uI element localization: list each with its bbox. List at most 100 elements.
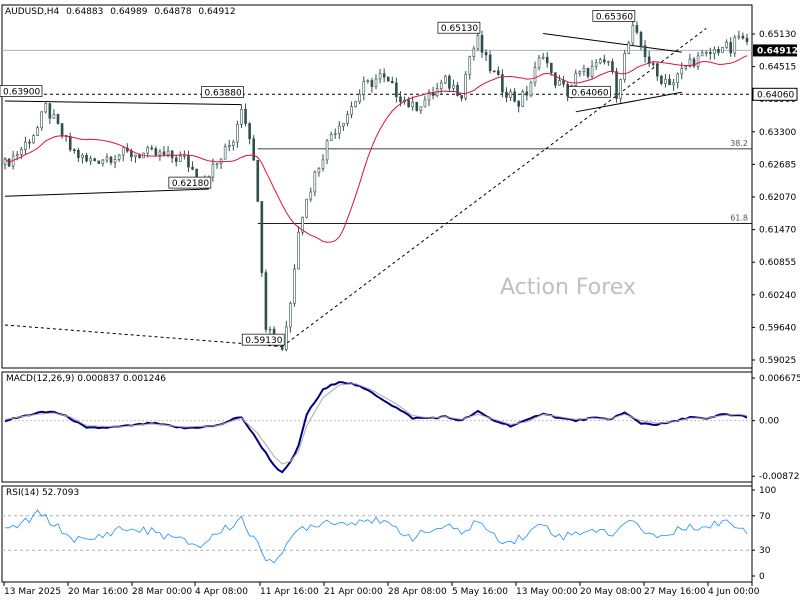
rsi-line xyxy=(4,509,748,564)
candle xyxy=(517,100,520,113)
candle-body xyxy=(317,168,321,173)
candle-body xyxy=(598,59,602,64)
current-price-value: 0.64912 xyxy=(757,46,798,56)
candle xyxy=(521,89,525,107)
x-tick-label: 4 Jun 00:00 xyxy=(708,587,760,597)
price-annotation-label: 0.62180 xyxy=(172,179,209,189)
x-tick-label: 20 May 08:00 xyxy=(580,587,642,597)
candle-body xyxy=(525,91,529,96)
candle xyxy=(305,198,308,219)
candle xyxy=(733,34,737,57)
candle-body xyxy=(647,56,651,64)
candle-body xyxy=(545,56,549,64)
candle xyxy=(497,66,500,76)
macd-title: MACD(12,26,9) 0.000837 0.001246 xyxy=(6,374,166,384)
candle-body xyxy=(374,78,378,87)
candle xyxy=(329,131,333,142)
candle xyxy=(370,77,374,93)
candle xyxy=(550,62,553,76)
candle xyxy=(472,46,476,61)
candle-body xyxy=(183,155,186,157)
candle-body xyxy=(36,127,39,136)
candle xyxy=(460,95,463,102)
trend-line xyxy=(281,27,707,348)
candle xyxy=(529,80,533,98)
candle-body xyxy=(651,63,655,65)
candle-body xyxy=(627,42,631,54)
price-annotation-label: 0.64060 xyxy=(571,88,608,98)
candle-body xyxy=(574,72,578,86)
candle-body xyxy=(158,151,162,156)
candle xyxy=(158,149,162,161)
candle-body xyxy=(52,113,56,119)
candle xyxy=(419,106,423,115)
candle xyxy=(554,72,557,89)
current-price-badge: 0.64912 xyxy=(753,44,798,57)
candle xyxy=(366,79,370,84)
candle xyxy=(721,46,724,53)
candle-body xyxy=(672,82,675,86)
candle-body xyxy=(264,272,268,330)
candle xyxy=(333,128,337,139)
candle xyxy=(56,113,60,125)
candle-body xyxy=(24,141,27,150)
candle xyxy=(411,96,414,111)
candle xyxy=(484,49,488,61)
candle-body xyxy=(370,80,374,87)
candle-body xyxy=(40,111,43,129)
candle xyxy=(464,71,467,101)
candle-body xyxy=(448,75,451,89)
price-tick-label: 0.65130 xyxy=(759,30,796,40)
candle xyxy=(488,50,492,74)
x-tick-label: 5 May 16:00 xyxy=(452,587,508,597)
candle xyxy=(729,37,732,57)
candle-body xyxy=(138,154,141,159)
candle-body xyxy=(378,73,382,80)
price-annotation: 0.63880 xyxy=(201,86,244,99)
price-annotation: 0.65130 xyxy=(437,21,481,34)
candle xyxy=(338,121,341,139)
candle xyxy=(346,110,349,127)
candle-body xyxy=(541,56,545,59)
candle-body xyxy=(741,35,745,39)
candle xyxy=(101,158,105,167)
candle xyxy=(240,104,243,129)
candle-body xyxy=(223,146,227,160)
candle xyxy=(93,157,96,162)
candle-body xyxy=(85,154,88,162)
candle-body xyxy=(20,149,23,155)
candle xyxy=(48,103,52,125)
candle-body xyxy=(187,155,190,168)
candle xyxy=(297,226,300,270)
candle xyxy=(223,143,227,160)
candle-body xyxy=(692,58,696,67)
candle-body xyxy=(488,54,492,72)
candle-body xyxy=(60,123,64,136)
candle-body xyxy=(484,52,488,56)
candle xyxy=(321,154,325,172)
candle xyxy=(476,30,480,51)
candle xyxy=(737,30,741,40)
level-badge: 0.64060 xyxy=(752,87,798,101)
candle xyxy=(105,153,109,163)
candle xyxy=(215,163,219,169)
candle xyxy=(444,74,447,84)
candle-body xyxy=(244,108,247,124)
candle xyxy=(211,158,215,182)
candle-body xyxy=(44,103,48,113)
price-tick-label: 0.62070 xyxy=(759,193,796,203)
candle xyxy=(700,49,704,57)
candle xyxy=(578,70,582,77)
candle xyxy=(676,72,679,89)
level-badge-bg xyxy=(752,87,798,101)
candle xyxy=(293,264,296,307)
price-tick-label: 0.62685 xyxy=(759,160,796,170)
candle xyxy=(660,74,663,86)
candle xyxy=(289,301,292,333)
candle-body xyxy=(89,158,92,162)
candle-body xyxy=(631,25,635,44)
candle-body xyxy=(615,71,618,99)
candle-body xyxy=(134,154,137,158)
candle xyxy=(603,54,606,65)
